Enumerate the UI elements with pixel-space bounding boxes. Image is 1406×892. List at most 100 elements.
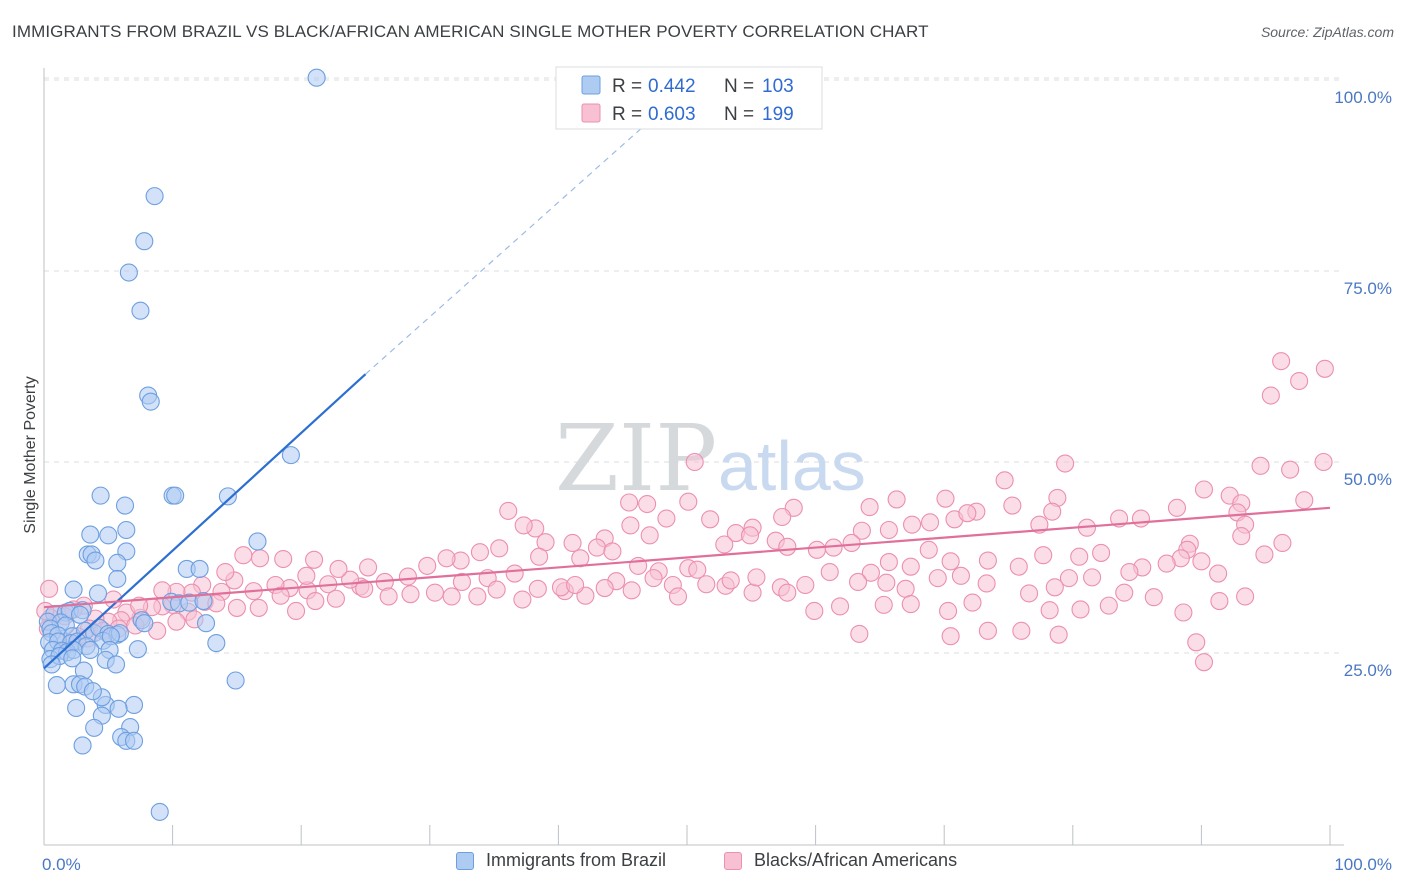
point-black-21 bbox=[860, 498, 879, 517]
point-black-200 bbox=[978, 621, 997, 640]
point-brazil-26 bbox=[88, 584, 108, 603]
point-black-56 bbox=[437, 549, 456, 568]
point-black-147 bbox=[305, 550, 324, 569]
point-black-51 bbox=[563, 533, 582, 553]
trend-line-brazil-extension bbox=[365, 110, 662, 375]
point-black-174 bbox=[306, 591, 325, 611]
point-black-207 bbox=[1174, 603, 1193, 622]
point-black-96 bbox=[977, 574, 996, 593]
point-black-105 bbox=[743, 583, 762, 602]
point-black-151 bbox=[216, 562, 235, 582]
point-black-214 bbox=[850, 624, 869, 643]
point-black-190 bbox=[697, 575, 716, 594]
point-brazil-0 bbox=[307, 68, 326, 87]
point-black-59 bbox=[530, 547, 549, 566]
point-black-149 bbox=[250, 549, 270, 568]
point-black-31 bbox=[1232, 527, 1251, 546]
point-brazil-21 bbox=[108, 553, 127, 572]
point-black-75 bbox=[879, 553, 898, 572]
point-brazil-42 bbox=[196, 614, 216, 633]
point-black-97 bbox=[951, 566, 970, 585]
point-black-189 bbox=[668, 587, 688, 606]
point-black-43 bbox=[773, 507, 792, 527]
point-black-38 bbox=[958, 504, 977, 523]
y-tick-labels: 25.0% 50.0% 75.0% 100.0% bbox=[1334, 88, 1392, 680]
point-black-184 bbox=[528, 579, 547, 598]
point-black-114 bbox=[452, 572, 472, 591]
point-black-48 bbox=[621, 516, 640, 535]
point-brazil-10 bbox=[166, 486, 185, 505]
point-brazil-3 bbox=[119, 263, 138, 282]
legend-swatch-pink bbox=[581, 103, 601, 123]
point-black-180 bbox=[442, 587, 461, 606]
x-tick-label-max: 100.0% bbox=[1334, 855, 1392, 874]
point-brazil-90 bbox=[124, 731, 144, 750]
point-black-182 bbox=[487, 580, 506, 599]
point-black-70 bbox=[778, 537, 797, 556]
point-black-39 bbox=[921, 513, 940, 532]
axes bbox=[43, 68, 1344, 846]
point-brazil-11 bbox=[218, 487, 237, 506]
point-brazil-41 bbox=[135, 614, 154, 633]
point-brazil-7 bbox=[281, 446, 300, 465]
point-brazil-91 bbox=[73, 736, 92, 755]
legend-label-black: Blacks/African Americans bbox=[754, 850, 958, 870]
point-black-47 bbox=[657, 509, 676, 528]
legend-r-label-1: R = bbox=[612, 76, 642, 97]
point-black-34 bbox=[1043, 502, 1062, 521]
point-black-4 bbox=[685, 452, 704, 472]
point-black-101 bbox=[848, 572, 868, 591]
point-black-198 bbox=[939, 601, 958, 621]
point-black-183 bbox=[513, 590, 532, 609]
point-black-68 bbox=[740, 526, 760, 545]
point-black-62 bbox=[603, 542, 622, 561]
point-brazil-23 bbox=[190, 559, 209, 579]
point-black-58 bbox=[470, 543, 490, 562]
point-brazil-84 bbox=[109, 699, 128, 718]
point-black-194 bbox=[805, 601, 824, 621]
legend-swatch-brazil bbox=[456, 851, 474, 870]
point-black-12 bbox=[1295, 491, 1314, 510]
point-black-192 bbox=[747, 568, 766, 587]
point-brazil-83 bbox=[83, 682, 102, 701]
point-black-210 bbox=[1187, 633, 1206, 652]
point-black-199 bbox=[963, 593, 982, 612]
point-black-80 bbox=[1009, 557, 1028, 576]
point-brazil-6 bbox=[141, 392, 160, 411]
point-black-22 bbox=[887, 490, 906, 509]
point-brazil-71 bbox=[106, 655, 126, 674]
point-black-171 bbox=[249, 598, 268, 617]
point-brazil-87 bbox=[85, 718, 104, 737]
legend-r-label-2: R = bbox=[612, 104, 642, 125]
legend-item-black: Blacks/African Americans bbox=[724, 850, 957, 871]
point-black-41 bbox=[879, 520, 898, 540]
point-black-46 bbox=[701, 510, 720, 529]
point-black-15 bbox=[499, 501, 518, 520]
point-black-78 bbox=[941, 552, 960, 571]
point-black-88 bbox=[1255, 545, 1274, 564]
point-brazil-64 bbox=[81, 640, 100, 659]
point-black-7 bbox=[1314, 452, 1333, 472]
point-black-177 bbox=[379, 587, 398, 606]
point-black-148 bbox=[274, 549, 293, 569]
point-black-202 bbox=[1040, 601, 1059, 620]
point-black-66 bbox=[688, 560, 707, 579]
point-black-176 bbox=[355, 579, 374, 598]
point-black-209 bbox=[1236, 587, 1255, 606]
point-brazil-72 bbox=[42, 655, 61, 674]
point-black-57 bbox=[418, 556, 437, 575]
point-brazil-75 bbox=[47, 676, 66, 695]
point-black-98 bbox=[928, 569, 947, 588]
point-black-6 bbox=[1251, 456, 1270, 475]
point-black-71 bbox=[807, 540, 826, 559]
point-black-53 bbox=[514, 516, 533, 535]
point-black-42 bbox=[852, 521, 871, 540]
point-black-89 bbox=[1273, 533, 1292, 553]
point-black-112 bbox=[505, 564, 524, 583]
point-black-193 bbox=[778, 583, 797, 602]
point-black-115 bbox=[398, 567, 417, 586]
point-black-90 bbox=[1157, 554, 1176, 573]
point-black-28 bbox=[1167, 498, 1187, 517]
point-black-79 bbox=[978, 551, 997, 570]
